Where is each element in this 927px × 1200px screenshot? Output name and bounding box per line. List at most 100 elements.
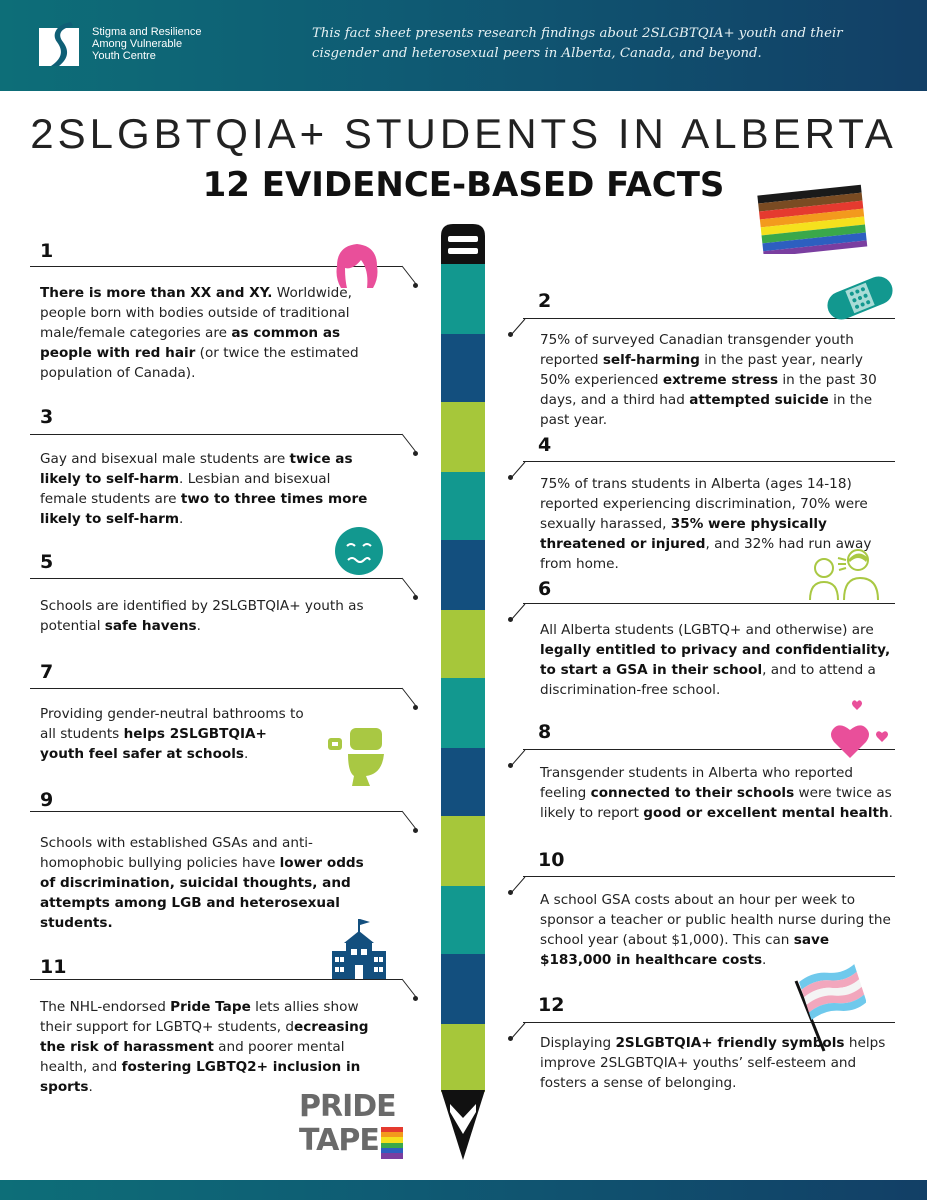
connector-line [30,688,402,689]
fact-text-bold: self-harming [602,352,700,368]
org-name: Stigma and Resilience Among Vulnerable Y… [92,26,212,62]
connector-line [30,811,402,812]
fact-text-bold: safe havens [104,618,197,634]
pencil-eraser-icon [441,224,485,264]
fact-number: 8 [538,721,552,743]
connector-line [401,433,417,453]
pencil-segment [441,540,485,610]
pencil-segment [441,816,485,886]
pencil-segment [441,610,485,678]
pencil-segment [441,264,485,334]
connector-line [523,749,895,750]
fact-text: Providing gender-neutral bathrooms to al… [40,704,310,764]
fact-number: 6 [538,578,552,600]
connector-line [30,434,402,435]
fact-text-segment: . Lesbian and bisexual female students a… [40,471,331,507]
connector-dot [508,763,513,768]
logo-s-icon [39,22,79,66]
fact-text-segment: helps improve 2SLGBTQIA+ youths’ self-es… [540,1035,886,1091]
fact-text-bold: connected to their schools [590,785,795,801]
fact-text: 75% of trans students in Alberta (ages 1… [540,474,895,574]
fact-text-bold: extreme stress [662,372,779,388]
worried-face-icon [335,527,383,575]
fact-number: 10 [538,849,565,871]
connector-line [401,687,417,707]
connector-dot [413,283,418,288]
page-subtitle: 12 EVIDENCE-BASED FACTS [202,165,725,205]
fact-text-bold: There is more than XX and XY. [40,285,273,301]
connector-line [401,810,417,830]
connector-line [510,1022,526,1040]
fact-text-segment: Schools with established GSAs and anti-h… [40,835,313,871]
fact-text: Schools are identified by 2SLGBTQIA+ you… [40,596,370,636]
org-name-line: Stigma and Resilience [92,26,202,38]
connector-dot [413,451,418,456]
fact-text-bold: twice as likely to self-harm [40,451,353,487]
fact-text-bold: two to three times more likely to self-h… [40,491,368,527]
connector-line [510,603,526,621]
fact-text-bold: helps 2SLGBTQIA+ youth feel safer at sch… [40,726,267,762]
fact-text-segment: Displaying [540,1035,616,1051]
fact-text-segment: 75% of surveyed Canadian transgender you… [540,332,854,368]
connector-dot [413,705,418,710]
fact-text-bold: fostering LGBTQ2+ inclusion in sports [40,1059,361,1095]
fact-number: 11 [40,956,67,978]
connector-dot [508,475,513,480]
page-title: 2SLGBTQIA+ STUDENTS IN ALBERTA [30,110,897,157]
connector-line [30,266,402,267]
connector-line [523,603,895,604]
connector-dot [508,332,513,337]
pencil-segment [441,1024,485,1092]
fact-text-segment: . [88,1079,93,1095]
pencil-timeline [437,222,489,1162]
fact-number: 12 [538,994,565,1016]
fact-text-segment: , and 32% had run away from home. [540,536,872,572]
pencil-segment [441,748,485,816]
bandage-icon [827,276,893,320]
fact-text-segment: Transgender students in Alberta who repo… [540,765,854,801]
fact-text-segment: . [762,952,767,968]
connector-line [401,577,417,597]
fact-text: A school GSA costs about an hour per wee… [540,890,895,970]
connector-line [401,265,417,285]
fact-text: There is more than XX and XY. Worldwide,… [40,283,370,383]
fact-text-bold: attempted suicide [689,392,829,408]
fact-text-segment: in the past year, nearly 50% experienced [540,352,863,388]
fact-text-segment: . [196,618,201,634]
school-building-icon [332,919,386,979]
connector-line [523,461,895,462]
shouting-people-icon [809,549,879,601]
fact-number: 4 [538,434,552,456]
fact-text-segment: in the past year. [540,392,873,428]
connector-dot [413,996,418,1001]
trans-flag-icon [794,964,866,1052]
fact-text: Transgender students in Alberta who repo… [540,763,895,823]
connector-line [510,318,526,336]
connector-line [510,461,526,479]
pride-tape-logo: PRIDE TAPE [299,1091,405,1161]
header-note: This fact sheet presents research findin… [312,26,843,61]
fact-text: Gay and bisexual male students are twice… [40,449,370,529]
fact-text-bold: good or excellent mental health [643,805,889,821]
connector-dot [413,828,418,833]
fact-text-bold: ecreasing the risk of harassment [40,1019,369,1055]
connector-line [401,978,417,998]
fact-number: 1 [40,240,54,262]
fact-text: Schools with established GSAs and anti-h… [40,833,375,933]
fact-text-segment: Gay and bisexual male students are [40,451,290,467]
fact-text-segment: . [179,511,184,527]
pencil-segment [441,954,485,1024]
fact-text-segment: Schools are identified by 2SLGBTQIA+ you… [40,598,364,634]
pencil-segment [441,334,485,402]
fact-text-bold: Pride Tape [170,999,251,1015]
toilet-icon [328,728,384,786]
connector-dot [508,1036,513,1041]
fact-text-segment: (or twice the estimated population of Ca… [40,345,359,381]
connector-line [523,876,895,877]
fact-text-bold: 35% were physically threatened or injure… [540,516,827,552]
pride-tape-word: TAPE [299,1123,380,1158]
fact-text-segment: The NHL-endorsed [40,999,171,1015]
fact-text-segment: 75% of trans students in Alberta (ages 1… [540,476,868,532]
fact-text-bold: 2SLGBTQIA+ friendly symbols [615,1035,845,1051]
fact-text-segment: in the past 30 days, and a third had [540,372,877,408]
